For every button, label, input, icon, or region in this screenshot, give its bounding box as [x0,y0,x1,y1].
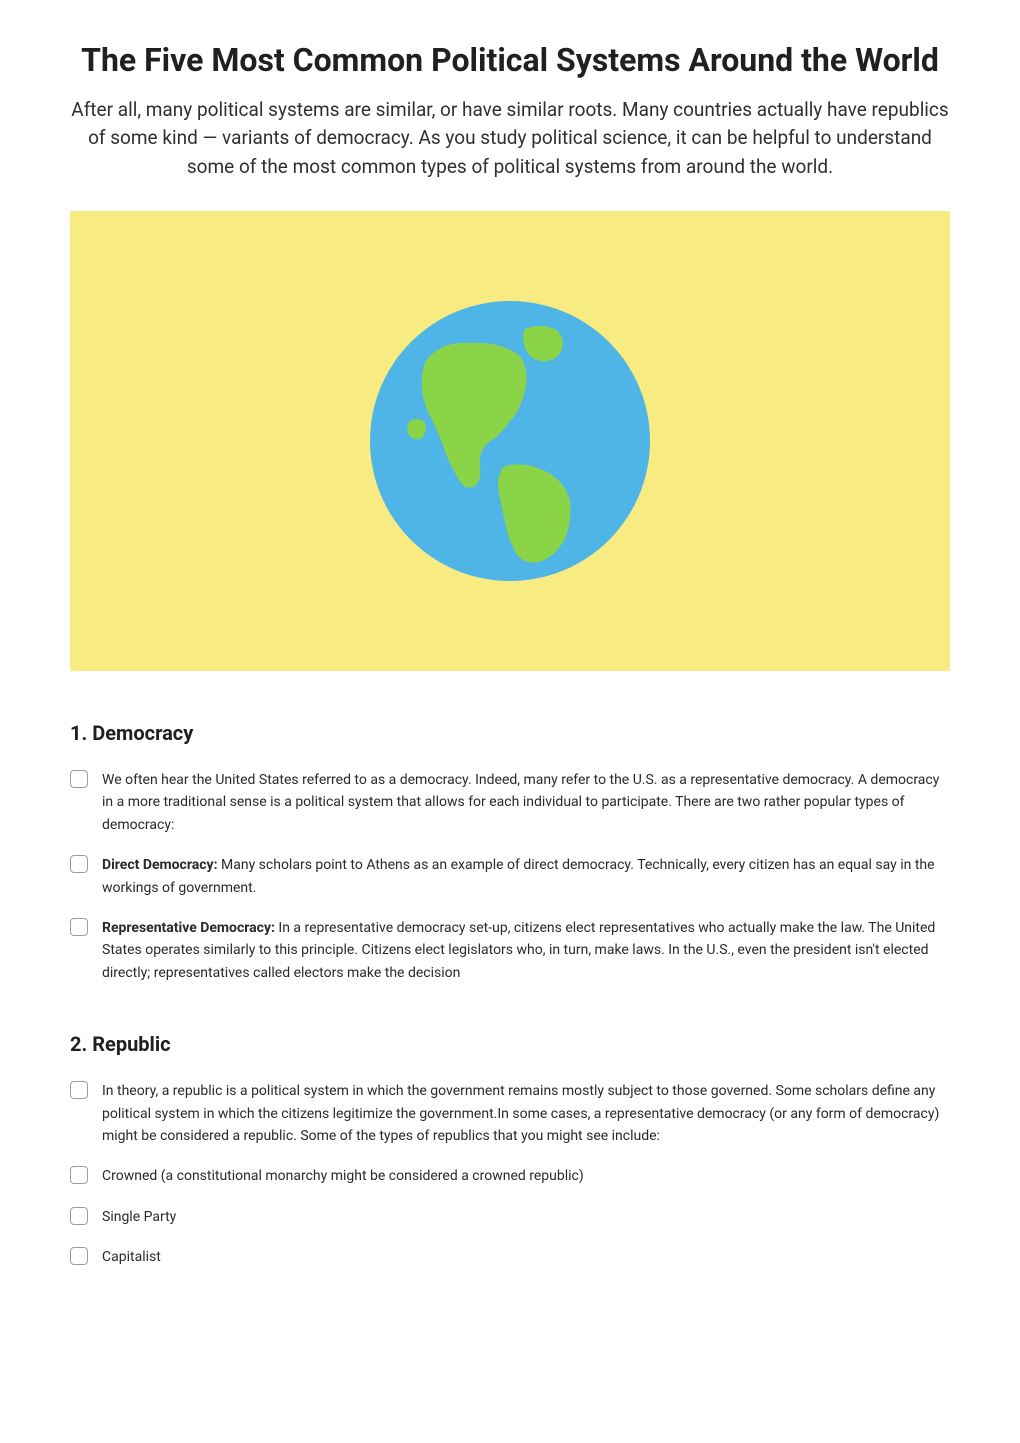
page-title: The Five Most Common Political Systems A… [70,40,950,82]
checklist-item: Representative Democracy: In a represent… [70,917,950,984]
checkbox[interactable] [70,770,88,788]
checkbox[interactable] [70,1081,88,1099]
checkbox[interactable] [70,1247,88,1265]
checkbox[interactable] [70,1166,88,1184]
checkbox[interactable] [70,1207,88,1225]
checklist-item: We often hear the United States referred… [70,769,950,836]
item-text: We often hear the United States referred… [102,769,950,836]
item-text: Single Party [102,1206,176,1228]
checklist-item: Single Party [70,1206,950,1228]
item-body-text: Many scholars point to Athens as an exam… [102,857,935,895]
section: 1. Democracy We often hear the United Sta… [70,721,950,984]
intro-paragraph: After all, many political systems are si… [70,96,950,182]
globe-icon [370,301,650,581]
item-bold-prefix: Direct Democracy: [102,857,221,873]
item-text: In theory, a republic is a political sys… [102,1080,950,1147]
item-bold-prefix: Representative Democracy: [102,920,278,936]
checklist-item: In theory, a republic is a political sys… [70,1080,950,1147]
section-heading: 2. Republic [70,1032,950,1056]
checkbox[interactable] [70,918,88,936]
hero-image [70,211,950,671]
item-text: Representative Democracy: In a represent… [102,917,950,984]
checklist-item: Capitalist [70,1246,950,1268]
item-text: Direct Democracy: Many scholars point to… [102,854,950,899]
section-heading: 1. Democracy [70,721,950,745]
checkbox[interactable] [70,855,88,873]
checklist-item: Direct Democracy: Many scholars point to… [70,854,950,899]
section: 2. Republic In theory, a republic is a po… [70,1032,950,1268]
item-text: Crowned (a constitutional monarchy might… [102,1165,584,1187]
item-text: Capitalist [102,1246,161,1268]
checklist-item: Crowned (a constitutional monarchy might… [70,1165,950,1187]
